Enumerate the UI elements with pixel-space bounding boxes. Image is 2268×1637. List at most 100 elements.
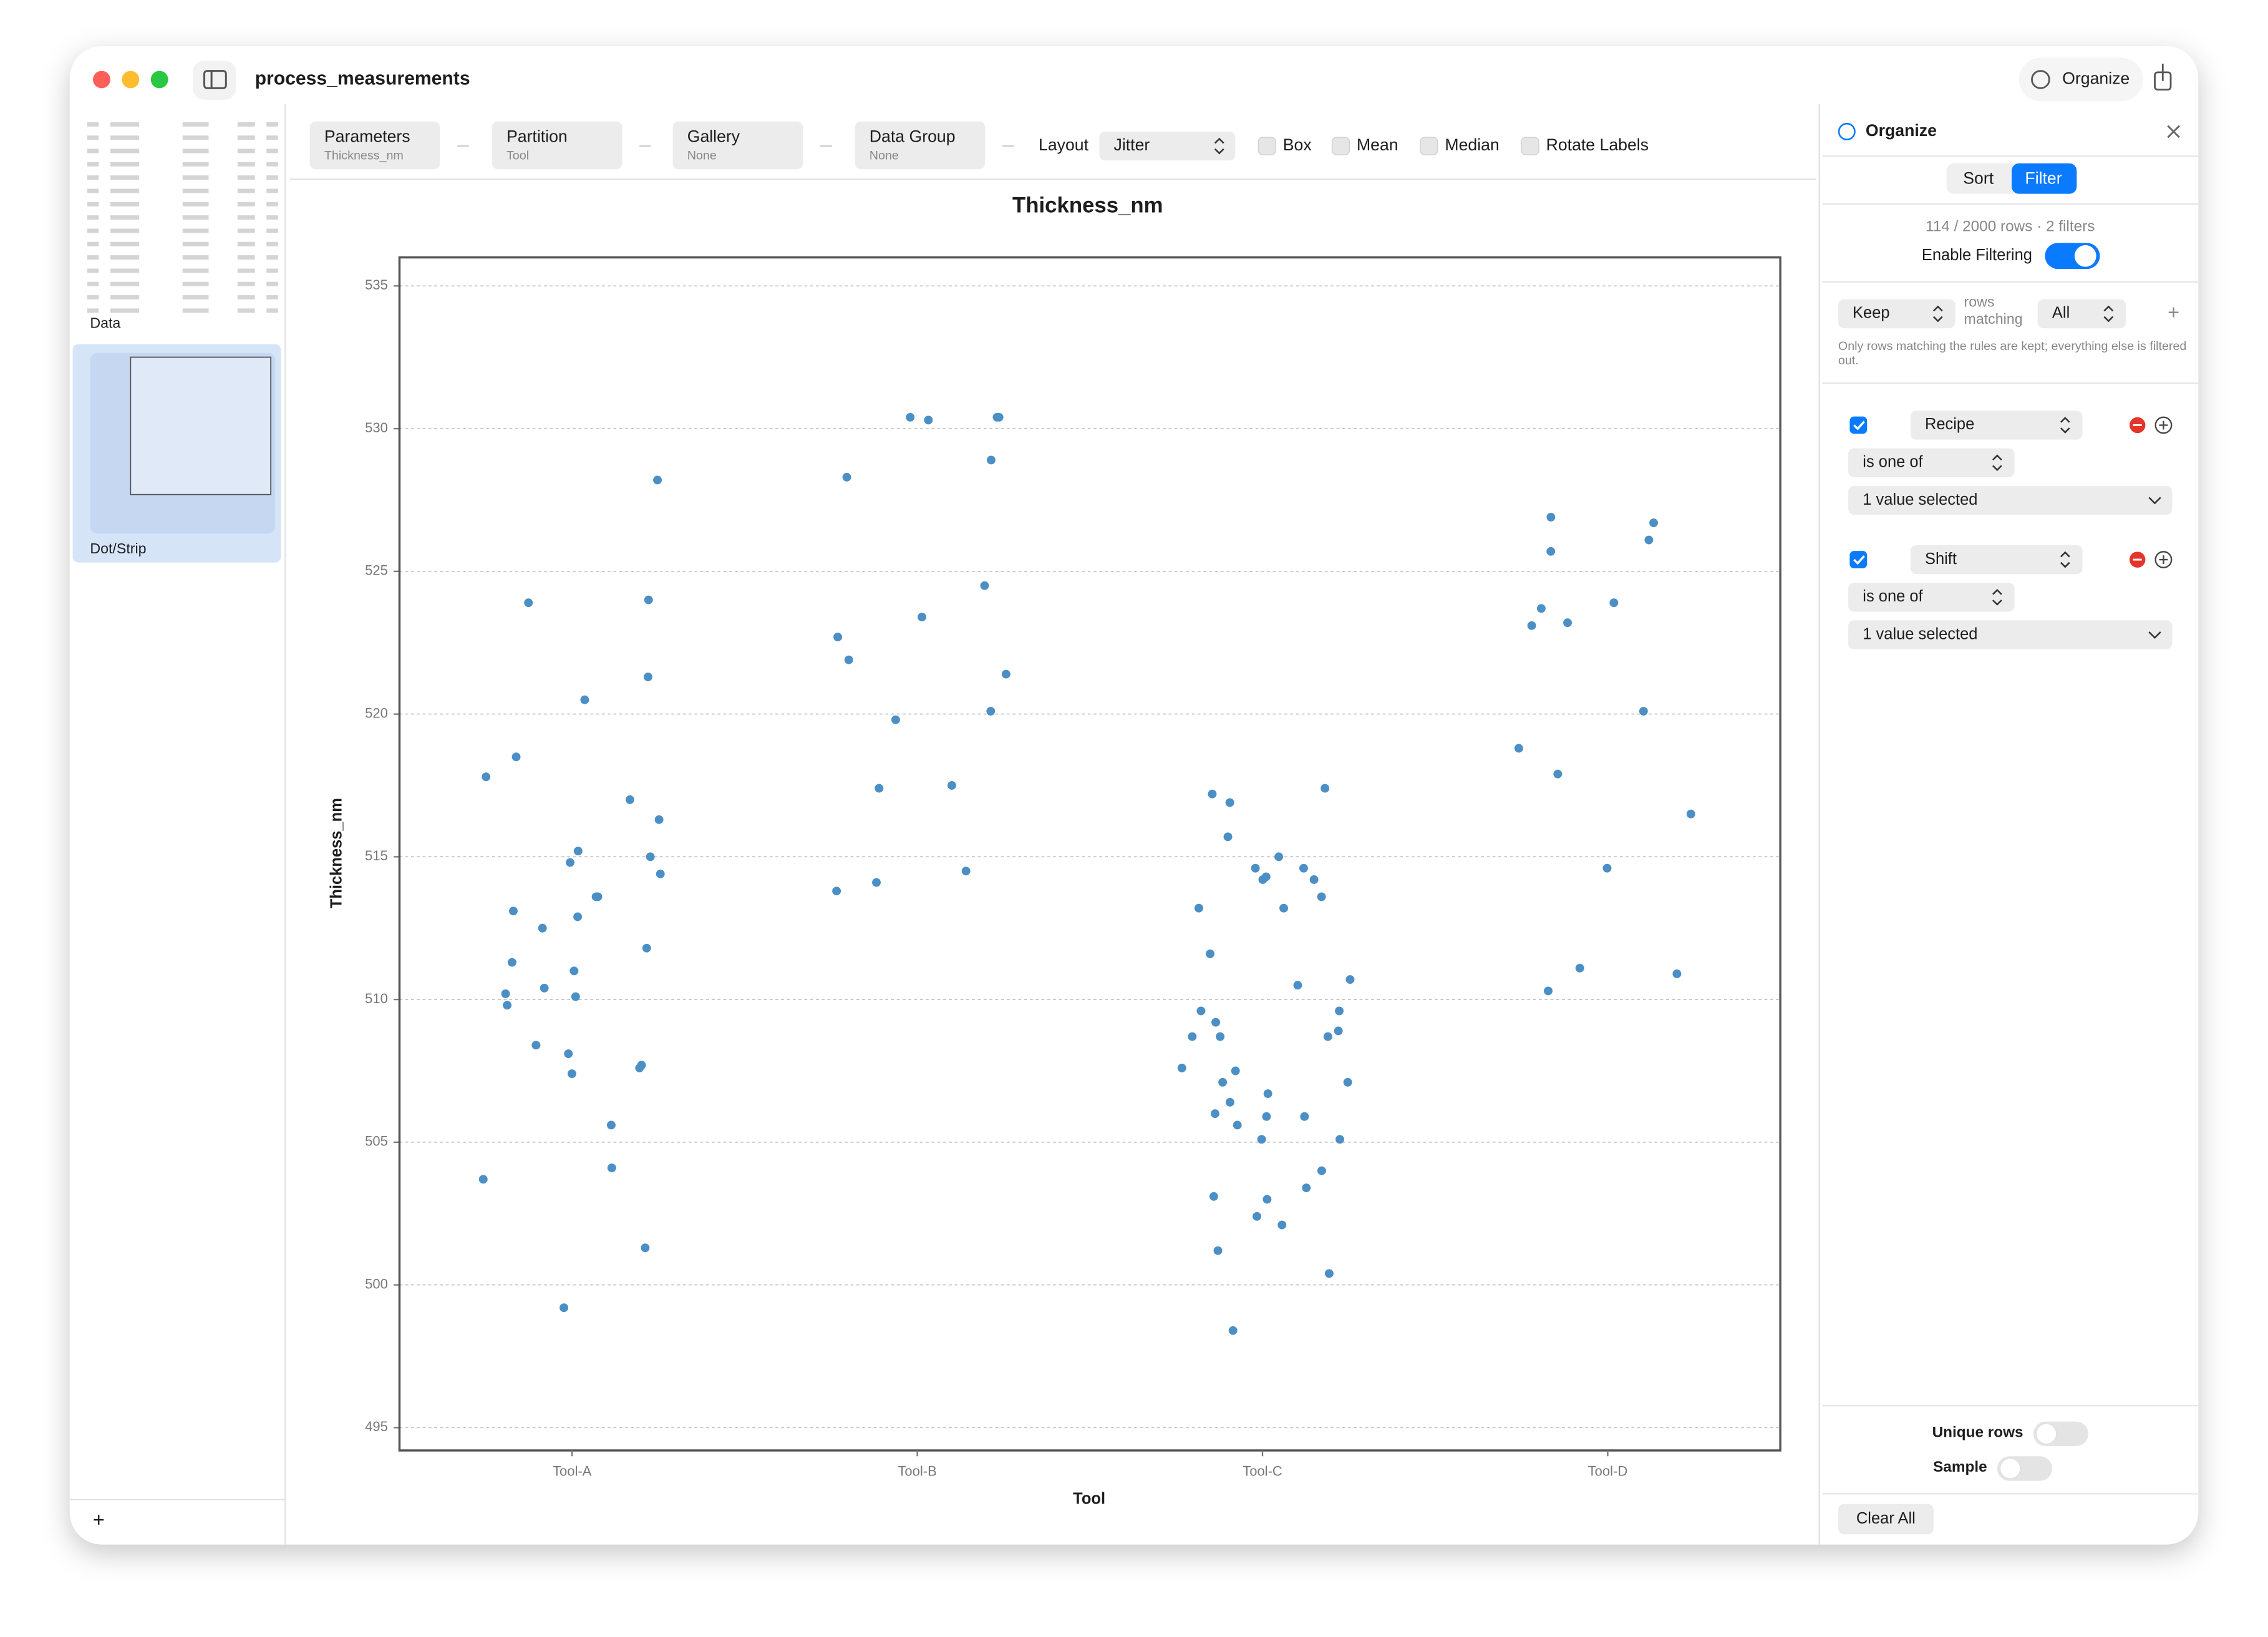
field-box [855,121,986,170]
add-button[interactable]: + [93,1508,105,1531]
organize-button[interactable]: Organize [2018,57,2143,102]
chevron [2148,497,2161,505]
select-value: Shift [1925,550,1957,568]
data-point [641,1243,650,1253]
data-point [1211,1109,1219,1119]
data-point [1649,518,1659,528]
data-point [625,795,634,804]
data-point [1514,744,1523,753]
select-box [1099,131,1236,161]
data-point [1609,598,1619,608]
data-point [566,858,574,867]
clear-all-label: Clear All [1856,1510,1916,1527]
toolbar-field[interactable]: Gallery None [672,121,803,170]
add-rule[interactable]: + [2168,301,2179,324]
operator-select[interactable]: is one of [1848,448,2015,477]
clear-all-button[interactable] [1838,1503,1934,1535]
share-button[interactable] [2154,63,2172,91]
tab-label[interactable]: Filter [2025,168,2062,187]
data-point [1302,1183,1311,1193]
field-select[interactable]: Recipe [1910,410,2083,440]
select-box [1910,410,2083,440]
data-point [573,847,583,856]
data-point [1536,604,1546,613]
toolbar-field[interactable]: Data Group None [855,121,986,170]
data-point [1257,1135,1266,1144]
rule-checkbox[interactable] [1849,416,1868,434]
close-button[interactable] [93,70,110,89]
data-point [994,412,1004,422]
select-box [1910,545,2083,575]
data-thumbnail[interactable] [87,122,278,313]
data-point [1218,1077,1228,1087]
tab-label[interactable]: Sort [1963,168,1994,187]
data-point [1317,892,1326,901]
add-subrule[interactable] [2154,416,2173,434]
data-point [646,852,655,862]
data-point [1546,512,1556,522]
data-point [1213,1246,1223,1255]
checkbox-box [1521,137,1539,155]
checkbox[interactable]: Median [1420,135,1500,155]
data-point [1279,903,1288,913]
data-point [906,412,915,422]
value-select[interactable]: 1 value selected [1848,485,2173,515]
operator-select[interactable]: is one of [1848,583,2015,612]
data-point [1177,1063,1186,1072]
y-tick-label: 535 [365,277,388,293]
field-select[interactable]: Shift [1910,545,2083,575]
field-label: Parameters [324,127,410,145]
data-point [1300,1112,1309,1121]
checkbox-label: Mean [1357,135,1398,154]
add-subrule[interactable] [2154,551,2173,568]
close-panel[interactable] [2167,125,2180,138]
chevron [1992,454,2002,472]
select-value: All [2052,304,2070,322]
field-label: Gallery [687,127,740,145]
y-tick-label: 510 [365,991,388,1006]
layout-select[interactable]: Jitter [1099,131,1236,161]
data-point [1225,1097,1234,1107]
data-point [1546,546,1556,556]
data-point [1194,903,1203,913]
mode-select[interactable]: Keep [1838,299,1955,329]
data-point [1262,1112,1271,1121]
sidebar-toggle[interactable] [192,61,236,100]
data-point [1299,863,1308,873]
filter-hint: Only rows matching the rules are kept; e… [1838,338,2187,367]
data-point [1262,1195,1272,1204]
zoom-button[interactable] [150,70,168,89]
sidebar-item-label[interactable]: Dot/Strip [90,540,146,556]
minimize-button[interactable] [122,70,140,89]
toggle-knob [2035,1423,2057,1445]
sample-label: Sample [1933,1459,1987,1475]
data-point [1345,975,1355,984]
chevron [1992,588,2002,606]
select-box [2037,299,2126,329]
toolbar: Parameters Thickness_nm Partition Tool Galle… [309,121,1649,170]
data-point [1343,1077,1352,1087]
data-point [635,1063,644,1072]
value-select[interactable]: 1 value selected [1848,620,2173,649]
match-select[interactable]: All [2037,299,2126,329]
sidebar-item-label[interactable]: Data [90,314,120,331]
chevron [2060,551,2070,568]
organize-panel: Organize Sort Filter 114 / 2000 rows · 2 fi… [1822,121,2199,1535]
select-value: is one of [1863,454,1923,471]
data-point [1274,852,1284,862]
checkbox[interactable]: Mean [1331,135,1398,155]
data-point [987,455,996,465]
active-tab[interactable] [2012,163,2077,194]
checkbox[interactable]: Box [1258,135,1312,155]
checkbox[interactable]: Rotate Labels [1521,135,1649,155]
toolbar-field[interactable]: Parameters Thickness_nm [309,121,440,170]
rule-checkbox[interactable] [1849,551,1868,568]
organize-button-label: Organize [2062,69,2130,88]
toolbar-field[interactable]: Partition Tool [492,121,623,170]
plus [2159,420,2168,430]
checkbox-label: Rotate Labels [1546,135,1649,154]
data-point [1253,1212,1261,1221]
y-axis-label: Thickness_nm [328,798,346,908]
